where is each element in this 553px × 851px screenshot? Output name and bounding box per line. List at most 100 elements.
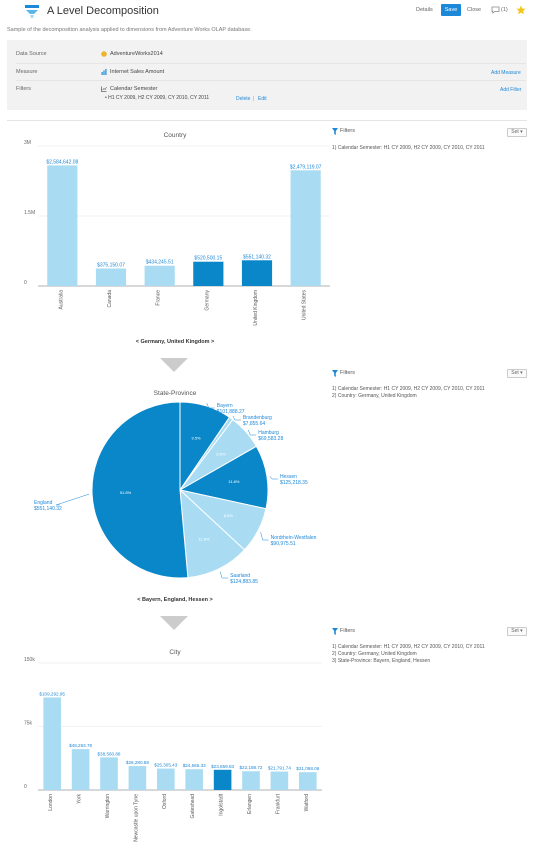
data-label: $24,565.33 xyxy=(183,763,206,768)
page-description: Sample of the decomposition analysis app… xyxy=(7,27,252,33)
set-button[interactable]: Set ▾ xyxy=(507,627,527,636)
app-logo-icon xyxy=(25,5,39,18)
measure-label: Measure xyxy=(16,69,38,75)
comment-count[interactable]: (1) xyxy=(501,7,508,13)
bar-watford xyxy=(298,772,317,790)
category-label: York xyxy=(77,794,83,804)
filters-label: Filters xyxy=(16,86,31,92)
bar-newcastle-upon-tyne xyxy=(128,766,147,790)
category-label: Australia xyxy=(58,290,64,310)
datasource-label: Data Source xyxy=(16,51,47,57)
data-label: $434,245.51 xyxy=(146,260,174,266)
favorite-star-icon[interactable] xyxy=(516,5,526,15)
data-label: $520,500.15 xyxy=(194,256,222,262)
bar-erlangen xyxy=(242,771,260,790)
data-label: $2,479,119.07 xyxy=(290,164,322,170)
add-measure-link[interactable]: Add Measure xyxy=(491,70,521,76)
bar-ingolstadt xyxy=(213,769,232,790)
callout-line xyxy=(206,402,215,409)
callout-line xyxy=(232,415,241,421)
category-label: Frankfurt xyxy=(275,793,281,814)
category-label: London xyxy=(48,794,54,811)
details-link[interactable]: Details xyxy=(416,7,433,13)
bar-united-kingdom xyxy=(241,260,273,286)
filters-heading: Filters xyxy=(340,370,355,376)
category-label: Ingolstadt xyxy=(219,793,225,815)
slice-label: Bayern xyxy=(217,403,233,409)
category-label: United Kingdom xyxy=(253,290,259,326)
callout-line xyxy=(260,532,269,541)
filter-values: • H1 CY 2009, H2 CY 2009, CY 2010, CY 20… xyxy=(105,95,210,101)
bar-frankfurt xyxy=(270,771,289,790)
category-label: Warrington xyxy=(105,794,111,818)
filters-heading: Filters xyxy=(340,128,355,134)
close-link[interactable]: Close xyxy=(467,7,482,13)
slice-value: $124,883.85 xyxy=(230,579,258,585)
slice-label: Nordrhein-Westfalen xyxy=(271,535,317,541)
datasource-value[interactable]: AdventureWorks2014 xyxy=(110,51,163,57)
category-label: Oxford xyxy=(162,794,168,809)
chart-title-country: Country xyxy=(163,132,187,139)
data-label: $38,560.88 xyxy=(98,751,121,756)
chart-title-state: State-Province xyxy=(153,390,197,397)
bar-warrington xyxy=(100,757,118,790)
settings-panel xyxy=(7,40,527,110)
filter-delete-link[interactable]: Delete xyxy=(236,96,251,102)
set-button[interactable]: Set ▾ xyxy=(507,128,527,137)
slice-percent: 8.6% xyxy=(224,513,234,518)
slice-value: $101,888.27 xyxy=(217,409,245,415)
category-label: Erlangen xyxy=(247,794,253,814)
slice-percent: 11.8% xyxy=(199,536,210,541)
y-tick-label: 150k xyxy=(24,657,35,663)
bar-germany xyxy=(193,261,224,286)
selection-state: < Bayern, England, Hessen > xyxy=(137,597,213,603)
filters-list-3: 1) Calendar Semester: H1 CY 2009, H2 CY … xyxy=(332,644,485,664)
filters-list-1: 1) Calendar Semester: H1 CY 2009, H2 CY … xyxy=(332,145,485,151)
slice-value: $69,583.28 xyxy=(258,436,283,442)
data-label: $21,791.74 xyxy=(268,766,291,771)
set-button[interactable]: Set ▾ xyxy=(507,369,527,378)
calendar-filter-icon xyxy=(101,86,107,92)
bar-france xyxy=(144,265,175,286)
bar-gateshead xyxy=(185,769,204,790)
filter-icon xyxy=(332,628,338,635)
slice-label: Hessen xyxy=(280,474,297,480)
callout-line xyxy=(55,493,90,506)
data-label: $21,068.06 xyxy=(296,766,319,771)
slice-value: $90,975.51 xyxy=(271,541,296,547)
slice-value: $125,218.35 xyxy=(280,480,308,486)
slice-value: $551,140.32 xyxy=(34,506,62,512)
measure-value[interactable]: Internet Sales Amount xyxy=(110,69,165,75)
drill-down-arrow-icon xyxy=(160,616,188,630)
y-tick-label: 1.5M xyxy=(24,210,35,216)
drill-down-arrow-icon xyxy=(160,358,188,372)
bar-oxford xyxy=(156,768,175,790)
y-tick-label: 3M xyxy=(24,140,31,146)
chart-title-city: City xyxy=(169,649,181,656)
slice-label: Hamburg xyxy=(258,430,279,436)
category-label: Germany xyxy=(204,290,210,311)
slice-percent: 6.5% xyxy=(216,451,226,456)
selection-country: < Germany, United Kingdom > xyxy=(135,339,215,345)
bar-canada xyxy=(95,268,127,286)
data-label: $2,584,642.08 xyxy=(46,159,78,165)
data-label: $25,305.43 xyxy=(154,763,177,768)
country-bar-chart: 0 1.5M 3M $2,584,642.08 Australia $375,150.07… xyxy=(24,140,330,326)
page-title: A Level Decomposition xyxy=(47,5,159,17)
city-bar-chart: 0 75k 150k $109,292.95 London $48,263.78 York $… xyxy=(24,657,322,842)
comment-icon[interactable] xyxy=(491,6,500,14)
category-label: Canada xyxy=(107,290,113,308)
category-label: Gateshead xyxy=(190,794,196,819)
slice-percent: 9.5% xyxy=(191,435,201,440)
callout-line xyxy=(219,571,229,579)
data-label: $551,140.32 xyxy=(243,254,271,260)
slice-hessen xyxy=(178,445,269,510)
y-tick-label: 0 xyxy=(24,784,27,790)
filter-edit-link[interactable]: Edit xyxy=(258,96,267,102)
bar-chart-icon xyxy=(101,69,107,75)
y-tick-label: 75k xyxy=(24,721,33,727)
category-label: Newcastle upon Tyne xyxy=(133,794,139,842)
add-filter-link[interactable]: Add Filter xyxy=(500,87,522,93)
slice-percent: 51.8% xyxy=(120,490,132,495)
save-button[interactable]: Save xyxy=(441,4,461,16)
